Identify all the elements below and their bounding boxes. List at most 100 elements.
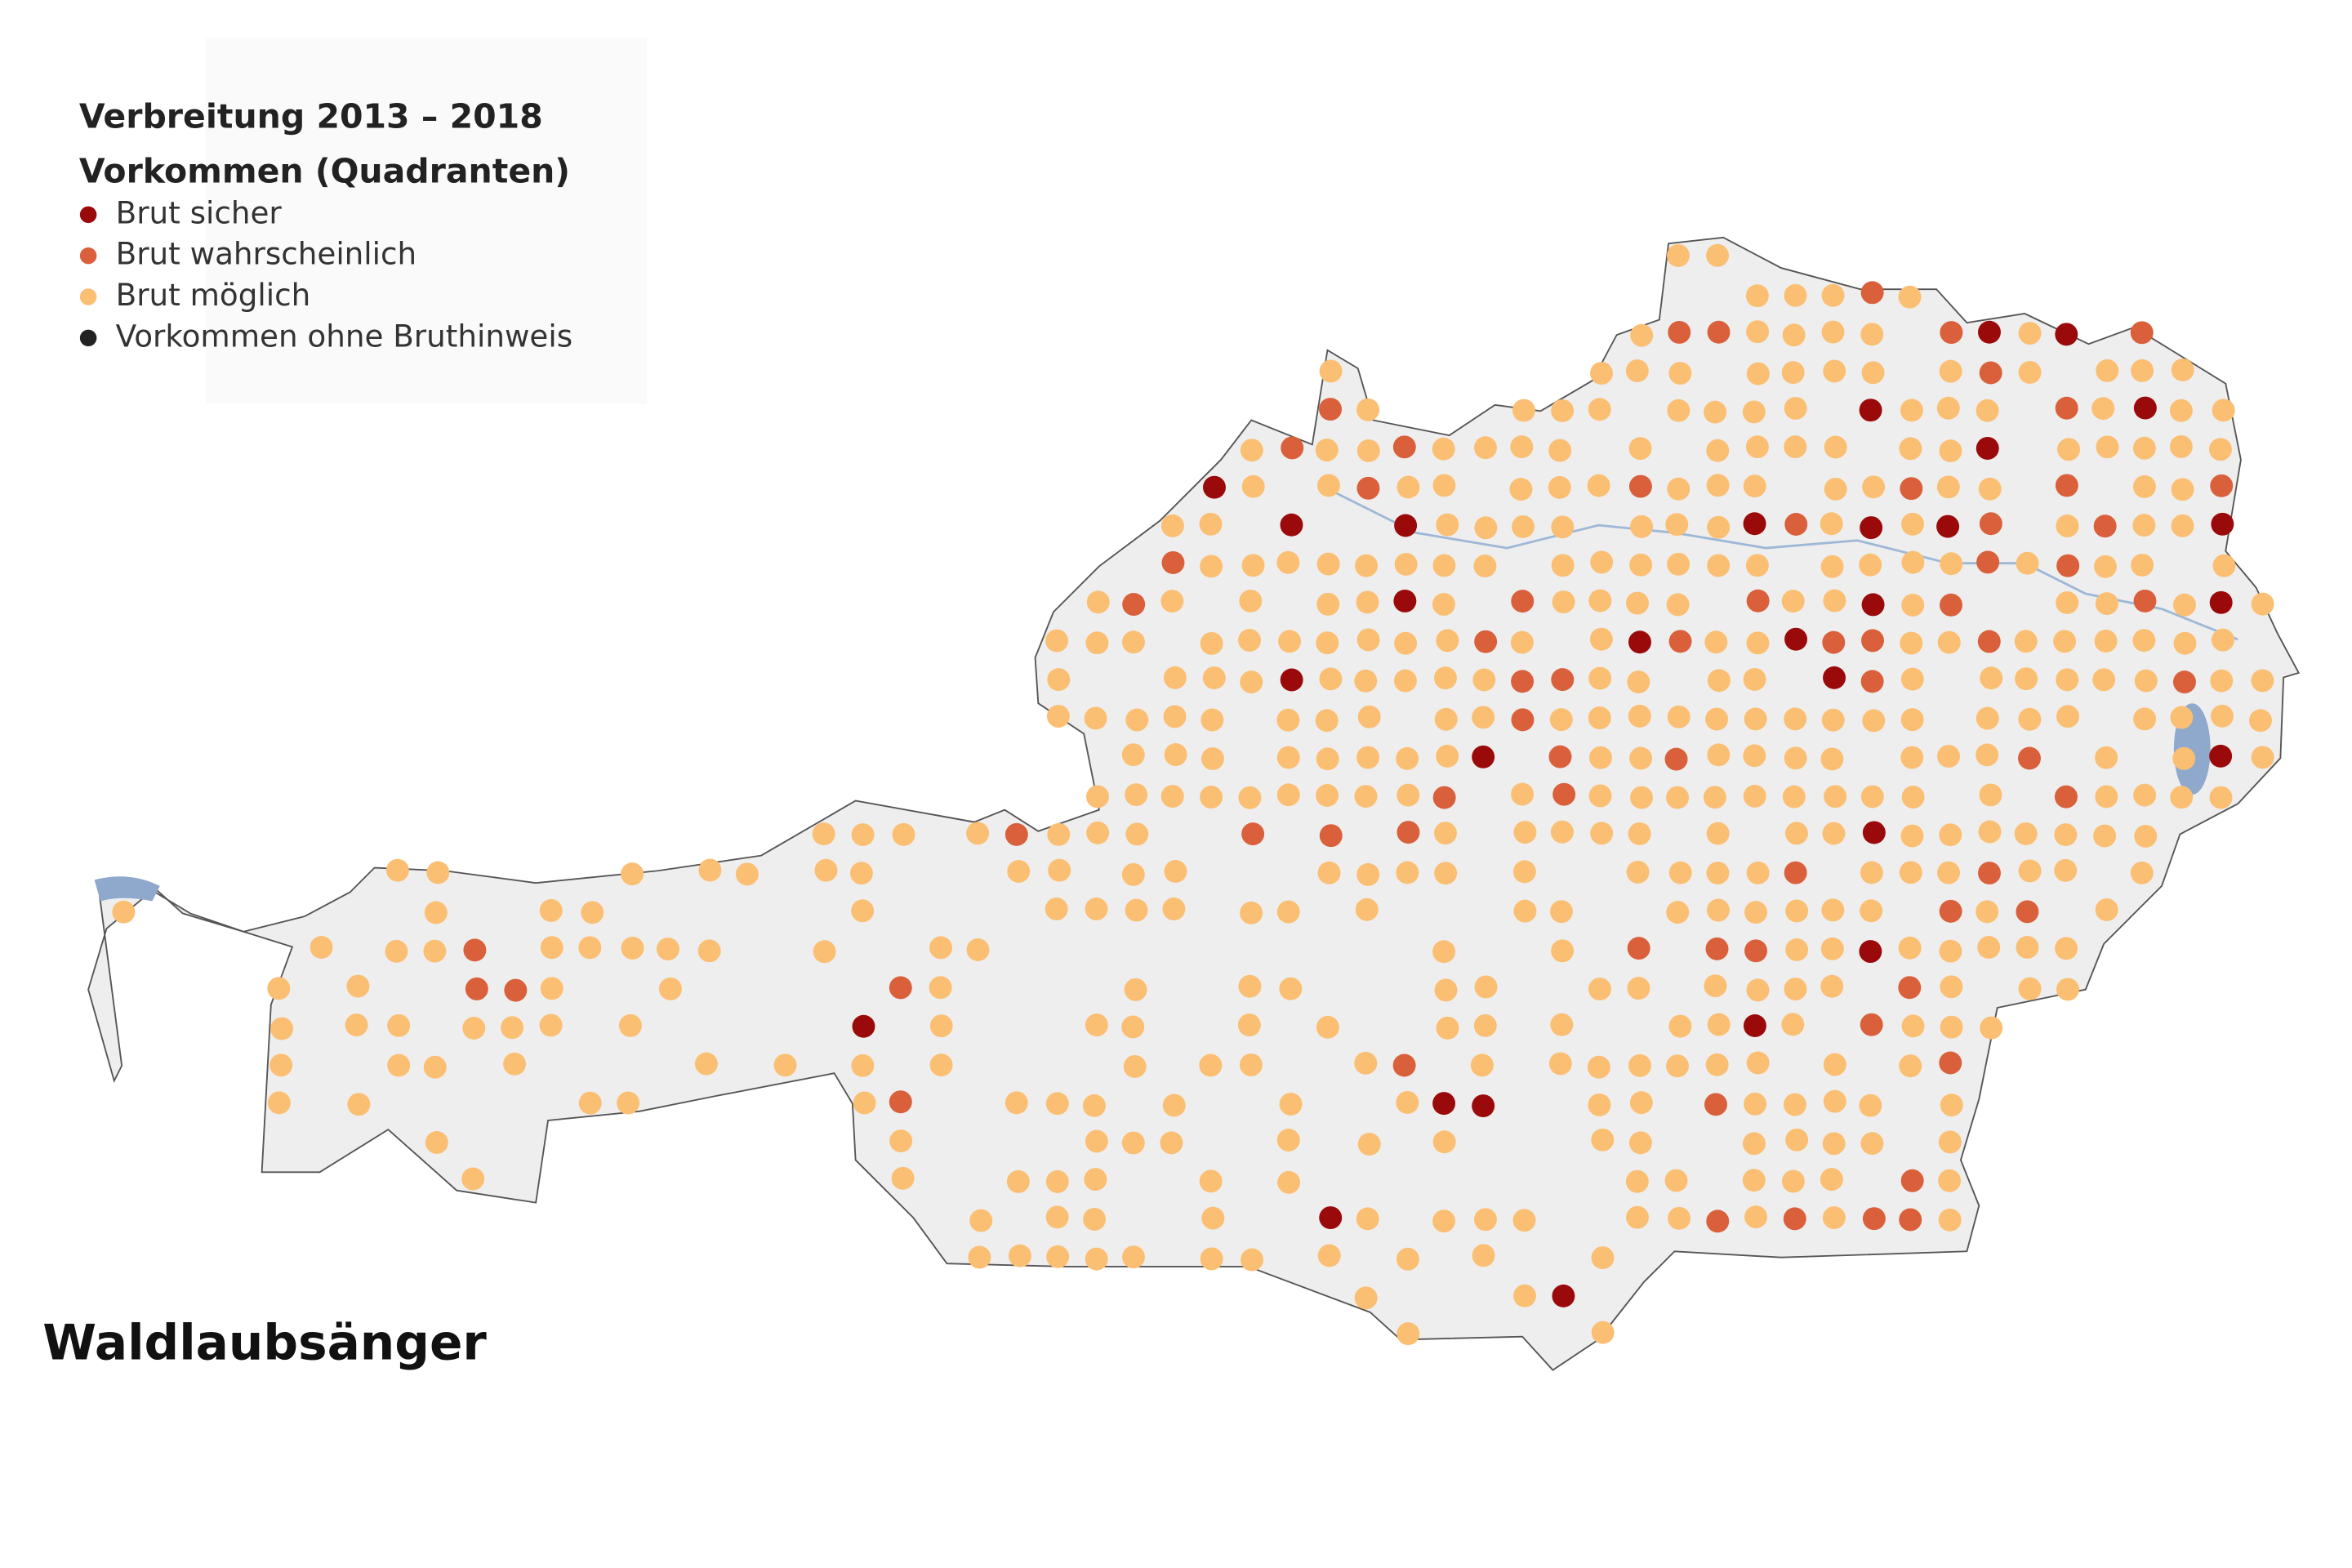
- occurrence-dot: [1781, 361, 1805, 385]
- occurrence-dot: [2210, 669, 2234, 693]
- occurrence-dot: [2095, 898, 2118, 921]
- occurrence-dot: [1746, 978, 1770, 1002]
- occurrence-dot: [1238, 786, 1262, 809]
- occurrence-dot: [697, 939, 721, 963]
- occurrence-dot: [1626, 591, 1649, 615]
- occurrence-dot: [1588, 1093, 1611, 1116]
- occurrence-dot: [1590, 550, 1614, 574]
- occurrence-dot: [1859, 399, 1882, 422]
- occurrence-dot: [1396, 1090, 1419, 1114]
- occurrence-dot: [1627, 670, 1650, 694]
- occurrence-dot: [1472, 745, 1495, 768]
- occurrence-dot: [1785, 899, 1809, 923]
- occurrence-dot: [1277, 1170, 1301, 1194]
- occurrence-dot: [1668, 1206, 1691, 1230]
- occurrence-dot: [2212, 554, 2236, 577]
- occurrence-dot: [1356, 439, 1380, 462]
- occurrence-dot: [1781, 1013, 1805, 1036]
- occurrence-dot: [2095, 785, 2118, 808]
- occurrence-dot: [2055, 474, 2078, 497]
- occurrence-dot: [1048, 858, 1071, 882]
- occurrence-dot: [1743, 512, 1766, 536]
- occurrence-dot: [2210, 474, 2234, 497]
- occurrence-dot: [2251, 746, 2274, 769]
- occurrence-dot: [1316, 474, 1340, 497]
- occurrence-dot: [2016, 936, 2039, 959]
- occurrence-dot: [1742, 1169, 1766, 1192]
- occurrence-dot: [1552, 782, 1576, 806]
- occurrence-dot: [1432, 554, 1456, 577]
- occurrence-dot: [1007, 860, 1031, 883]
- occurrence-dot: [539, 898, 563, 922]
- occurrence-dot: [1276, 550, 1300, 574]
- occurrence-dot: [424, 901, 448, 924]
- occurrence-dot: [1356, 590, 1379, 614]
- occurrence-dot: [2018, 977, 2042, 1000]
- occurrence-dot: [1979, 783, 2002, 807]
- occurrence-dot: [1512, 514, 1535, 538]
- legend-title: Verbreitung 2013 – 2018: [79, 97, 543, 136]
- occurrence-dot: [1472, 668, 1496, 692]
- occurrence-dot: [1937, 630, 1961, 654]
- occurrence-dot: [1900, 708, 1924, 732]
- occurrence-dot: [2133, 707, 2157, 731]
- occurrence-dot: [1746, 1051, 1770, 1075]
- occurrence-dot: [2016, 551, 2039, 575]
- occurrence-dot: [1899, 1208, 1922, 1232]
- occurrence-dot: [617, 1091, 640, 1115]
- occurrence-dot: [1861, 593, 1885, 617]
- occurrence-dot: [1862, 821, 1886, 844]
- occurrence-dot: [889, 1090, 912, 1114]
- occurrence-dot: [385, 939, 408, 963]
- occurrence-dot: [1392, 1054, 1416, 1077]
- occurrence-dot: [1630, 514, 1654, 538]
- occurrence-dot: [1861, 629, 1884, 653]
- occurrence-dot: [1588, 746, 1612, 769]
- occurrence-dot: [1668, 861, 1692, 884]
- occurrence-dot: [346, 974, 370, 998]
- occurrence-dot: [1744, 1205, 1768, 1229]
- occurrence-dot: [1549, 708, 1573, 732]
- occurrence-dot: [1901, 512, 1925, 536]
- occurrence-dot: [1898, 936, 1922, 960]
- occurrence-dot: [1511, 782, 1535, 806]
- occurrence-dot: [1006, 1169, 1030, 1193]
- country-outline: [87, 236, 2301, 1371]
- occurrence-dot: [1784, 978, 1807, 1001]
- occurrence-dot: [2018, 360, 2042, 384]
- occurrence-dot: [1667, 399, 1690, 422]
- occurrence-dot: [1278, 630, 1302, 653]
- occurrence-dot: [1200, 708, 1224, 732]
- occurrence-dot: [1316, 592, 1340, 616]
- occurrence-dot: [1666, 593, 1690, 617]
- occurrence-dot: [2095, 592, 2118, 616]
- occurrence-dot: [426, 861, 450, 884]
- occurrence-dot: [1160, 1131, 1183, 1155]
- occurrence-dot: [1004, 1091, 1028, 1115]
- occurrence-dot: [1394, 553, 1418, 576]
- occurrence-dot: [1432, 1092, 1456, 1116]
- occurrence-dot: [658, 977, 682, 1000]
- occurrence-dot: [1704, 974, 1727, 998]
- occurrence-dot: [1434, 707, 1458, 731]
- occurrence-dot: [1822, 630, 1846, 654]
- occurrence-dot: [1901, 786, 1925, 809]
- occurrence-dot: [2133, 396, 2157, 420]
- occurrence-dot: [1199, 1054, 1223, 1077]
- occurrence-dot: [387, 1054, 411, 1077]
- occurrence-dot: [1860, 1013, 1883, 1036]
- occurrence-dot: [851, 823, 875, 847]
- occurrence-dot: [889, 1129, 913, 1153]
- occurrence-dot: [462, 1017, 486, 1040]
- occurrence-dot: [1785, 1128, 1809, 1152]
- occurrence-dot: [423, 939, 447, 963]
- occurrence-dot: [2057, 438, 2081, 461]
- occurrence-dot: [2172, 670, 2196, 694]
- occurrence-dot: [1237, 1013, 1261, 1037]
- occurrence-dot: [929, 936, 952, 960]
- occurrence-dot: [385, 858, 409, 882]
- occurrence-dot: [1859, 940, 1882, 964]
- occurrence-dot: [1121, 1015, 1145, 1039]
- occurrence-dot: [1241, 474, 1265, 498]
- occurrence-dot: [1743, 744, 1766, 768]
